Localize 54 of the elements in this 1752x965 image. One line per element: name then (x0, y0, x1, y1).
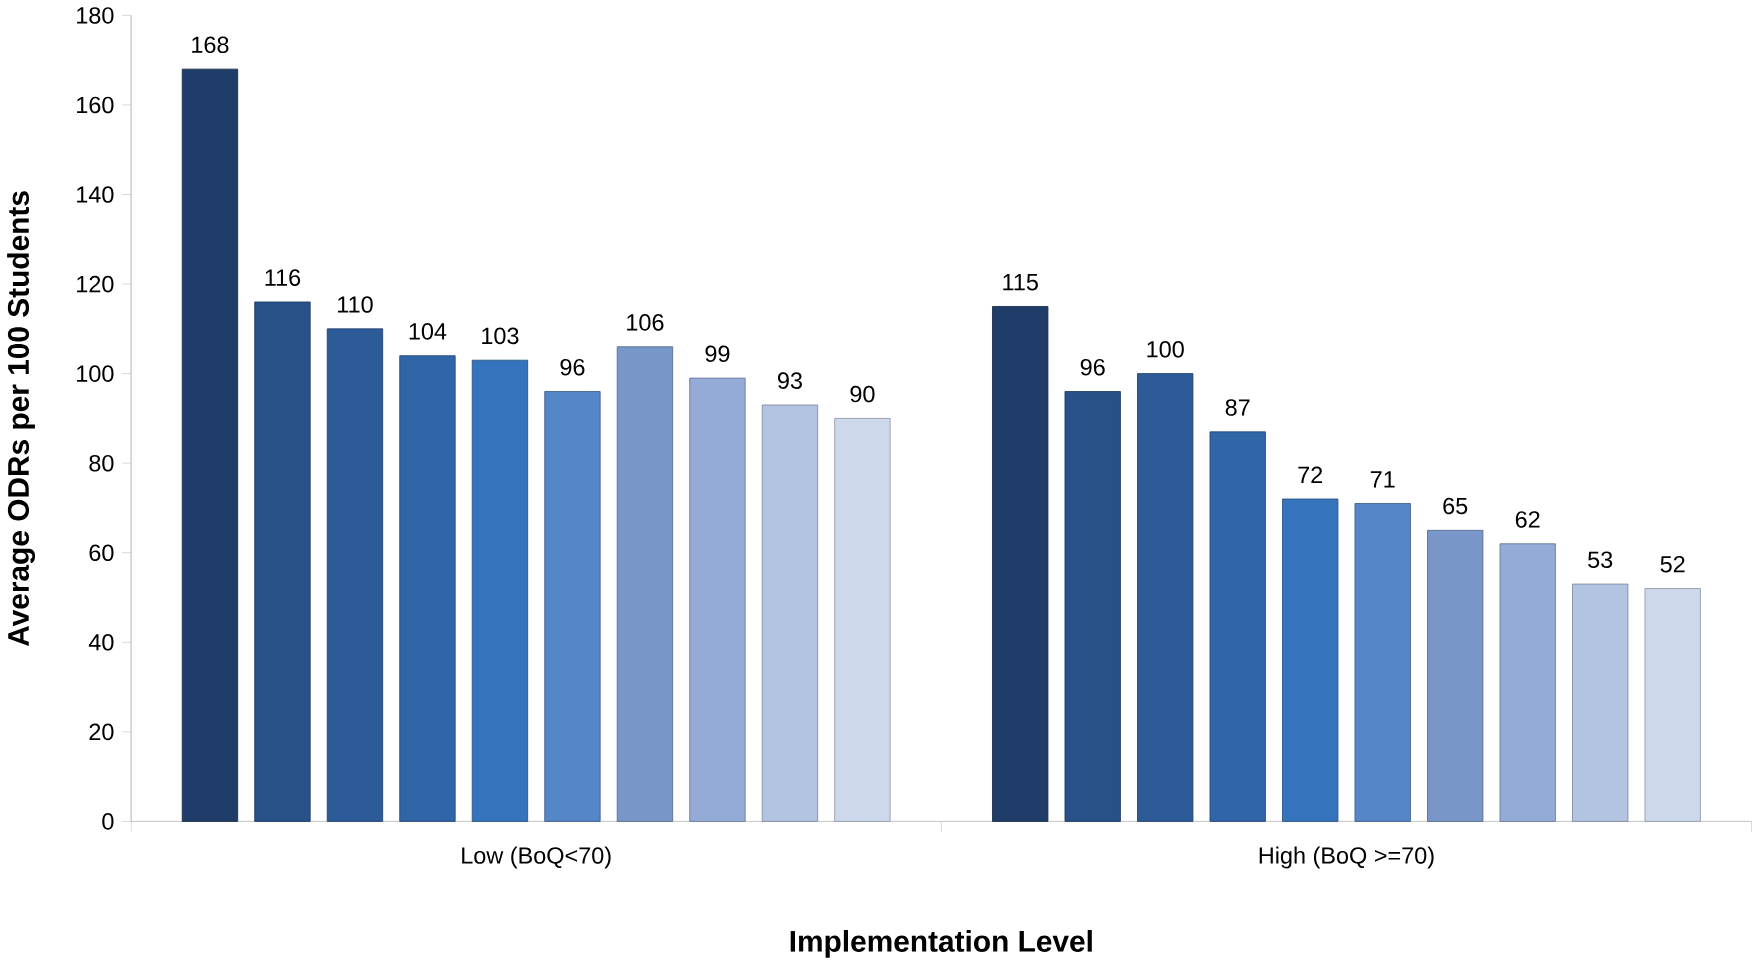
y-tick-label: 80 (89, 454, 114, 472)
data-label: 99 (705, 345, 730, 363)
data-label: 65 (1443, 497, 1468, 515)
data-label: 52 (1660, 555, 1685, 573)
y-tick-label: 180 (77, 7, 114, 24)
bar (1499, 543, 1556, 822)
data-label: 103 (482, 327, 519, 345)
data-label: 115 (1003, 274, 1038, 291)
bar (399, 355, 456, 822)
bar (1572, 583, 1629, 822)
data-label: 72 (1298, 466, 1323, 483)
data-label: 100 (1147, 341, 1184, 358)
bar (254, 301, 311, 822)
y-tick-label: 120 (77, 275, 114, 293)
y-tick-label: 160 (77, 96, 114, 114)
data-label: 110 (338, 296, 373, 313)
data-label: 116 (265, 269, 301, 286)
data-label: 96 (1080, 358, 1105, 376)
bar (1644, 588, 1701, 822)
data-label: 106 (627, 314, 664, 331)
y-tick-label: 100 (77, 365, 114, 382)
bar (834, 418, 891, 822)
data-label: 90 (850, 385, 875, 403)
x-axis-title: Implementation Level (790, 930, 1092, 958)
bar (992, 306, 1049, 822)
x-tick-label: High (BoQ >=70) (1259, 846, 1434, 869)
bar (1282, 498, 1339, 822)
bar (1354, 503, 1411, 822)
y-tick-label: 140 (77, 186, 114, 203)
bar (326, 328, 384, 822)
bar (1209, 431, 1266, 822)
y-tick-label: 0 (102, 813, 114, 830)
bar (689, 377, 746, 822)
data-label: 71 (1370, 471, 1395, 488)
bar (544, 391, 601, 822)
y-tick-label: 40 (88, 634, 114, 651)
bar (1427, 529, 1484, 822)
data-label: 93 (778, 372, 802, 389)
y-axis-title: Average ODRs per 100 Students (7, 191, 36, 647)
bar (616, 346, 674, 822)
bar (181, 68, 239, 822)
x-tick-label: Low (BoQ<70) (462, 846, 611, 869)
bar (1137, 373, 1194, 822)
data-label: 87 (1225, 399, 1250, 416)
bar (471, 359, 529, 822)
bar (1064, 391, 1121, 822)
data-label: 62 (1515, 511, 1540, 528)
y-tick-label: 60 (89, 544, 114, 562)
y-tick-label: 20 (89, 723, 114, 741)
data-label: 104 (409, 323, 447, 340)
data-label: 168 (192, 36, 229, 54)
bar (761, 404, 819, 822)
data-label: 96 (560, 358, 585, 376)
data-label: 53 (1588, 551, 1613, 569)
